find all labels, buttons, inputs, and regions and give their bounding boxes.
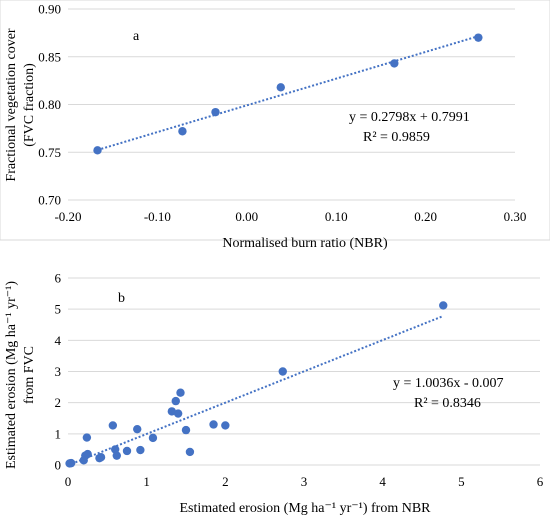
chart-b-x-tick-label: 2	[222, 474, 229, 489]
chart-b: 0 1 2 3 4 5 6 0 1 2 3 4 5 6 b y = 1.0036x - 0.007 R²…	[4, 271, 544, 517]
chart-a-x-tick-labels: -0.20 -0.10 0.00 0.10 0.20 0.30	[54, 209, 526, 224]
chart-b-panel-label: b	[118, 291, 125, 306]
chart-a-y-tick-label: 0.85	[38, 49, 61, 64]
chart-b-trendline	[67, 315, 444, 467]
chart-a-x-tick-label: -0.20	[54, 209, 81, 224]
chart-b-y-axis-title-line1: Estimated erosion (Mg ha⁻¹ yr⁻¹)	[4, 281, 19, 469]
chart-b-y-tick-label: 5	[55, 302, 62, 317]
chart-a-y-tick-label: 0.70	[38, 193, 61, 208]
chart-a-x-tick-label: -0.10	[144, 209, 171, 224]
chart-b-data-point	[176, 388, 185, 397]
chart-b-data-point	[82, 433, 92, 442]
chart-b-x-tick-label: 6	[537, 474, 544, 489]
chart-b-data-point	[66, 458, 76, 468]
chart-a-x-tick-label: 0.20	[414, 209, 437, 224]
chart-a-x-axis-title: Normalised burn ratio (NBR)	[222, 236, 388, 251]
chart-a-data-point	[390, 59, 399, 68]
chart-a-y-tick-label: 0.75	[38, 145, 61, 160]
chart-a-y-tick-labels: 0.70 0.75 0.80 0.85 0.90	[38, 2, 61, 208]
chart-b-x-tick-label: 4	[379, 474, 386, 489]
chart-b-data-point	[136, 445, 145, 455]
chart-b-data-point	[171, 396, 180, 406]
chart-b-y-tick-label: 3	[55, 364, 62, 379]
chart-a-x-tick-label: 0.00	[235, 209, 258, 224]
chart-b-data-point	[133, 424, 142, 434]
chart-b-data-point	[185, 447, 195, 457]
chart-a-gridlines	[68, 8, 515, 201]
chart-b-y-axis-title-line2: from FVC	[22, 346, 37, 404]
chart-a-y-axis-title-line1: Fractional vegetation cover	[4, 28, 19, 181]
chart-a-data-point	[474, 33, 483, 42]
chart-b-y-tick-label: 0	[55, 458, 62, 473]
chart-b-data-point	[439, 301, 448, 310]
chart-a: -0.20 -0.10 0.00 0.10 0.20 0.30 0.700.750.800…	[0, 0, 550, 251]
chart-a-y-tick-label: 0.90	[38, 2, 61, 17]
chart-b-data-point	[278, 367, 287, 376]
chart-b-x-tick-label: 1	[143, 474, 150, 489]
chart-a-data-point	[276, 83, 285, 92]
chart-a-x-tick-label: 0.30	[504, 209, 527, 224]
chart-b-data-point	[221, 421, 230, 430]
chart-b-data-point	[209, 420, 218, 429]
chart-b-data-point	[148, 433, 158, 443]
chart-a-data-point	[178, 127, 187, 136]
chart-b-trendline-group	[67, 315, 444, 467]
chart-b-data-point	[173, 409, 183, 418]
chart-b-x-tick-label: 3	[301, 474, 308, 489]
chart-b-data-point	[83, 449, 92, 459]
chart-a-data-point	[93, 146, 102, 155]
chart-b-y-tick-label: 4	[55, 333, 62, 348]
chart-b-y-tick-label: 1	[55, 426, 62, 441]
chart-b-data-point	[112, 451, 121, 460]
chart-b-data-point	[122, 446, 132, 456]
chart-a-points	[93, 33, 483, 155]
chart-a-r-squared: R² = 0.9859	[363, 130, 430, 145]
chart-a-panel-label: a	[133, 29, 140, 44]
chart-a-x-tick-label: 0.10	[325, 209, 348, 224]
chart-b-data-point	[108, 421, 118, 430]
chart-b-x-tick-label: 5	[458, 474, 465, 489]
chart-b-x-tick-label: 0	[65, 474, 72, 489]
chart-b-equation: y = 1.0036x - 0.007	[393, 376, 504, 391]
chart-a-y-tick-label: 0.80	[38, 97, 61, 112]
chart-b-x-tick-labels: 0 1 2 3 4 5 6	[65, 474, 544, 489]
chart-b-y-tick-label: 6	[55, 271, 62, 286]
chart-a-equation: y = 0.2798x + 0.7991	[349, 110, 470, 125]
chart-b-x-axis-title: Estimated erosion (Mg ha⁻¹ yr⁻¹) from NB…	[179, 501, 431, 516]
chart-a-y-axis-title-line2: (FVC fraction)	[22, 63, 37, 147]
chart-b-r-squared: R² = 0.8346	[414, 396, 481, 411]
chart-b-data-point	[181, 425, 191, 435]
chart-b-points	[65, 301, 448, 468]
chart-a-data-point	[211, 107, 220, 117]
chart-b-y-tick-labels: 0 1 2 3 4 5 6	[55, 271, 62, 473]
chart-b-y-tick-label: 2	[55, 395, 62, 410]
chart-b-data-point	[96, 453, 106, 462]
